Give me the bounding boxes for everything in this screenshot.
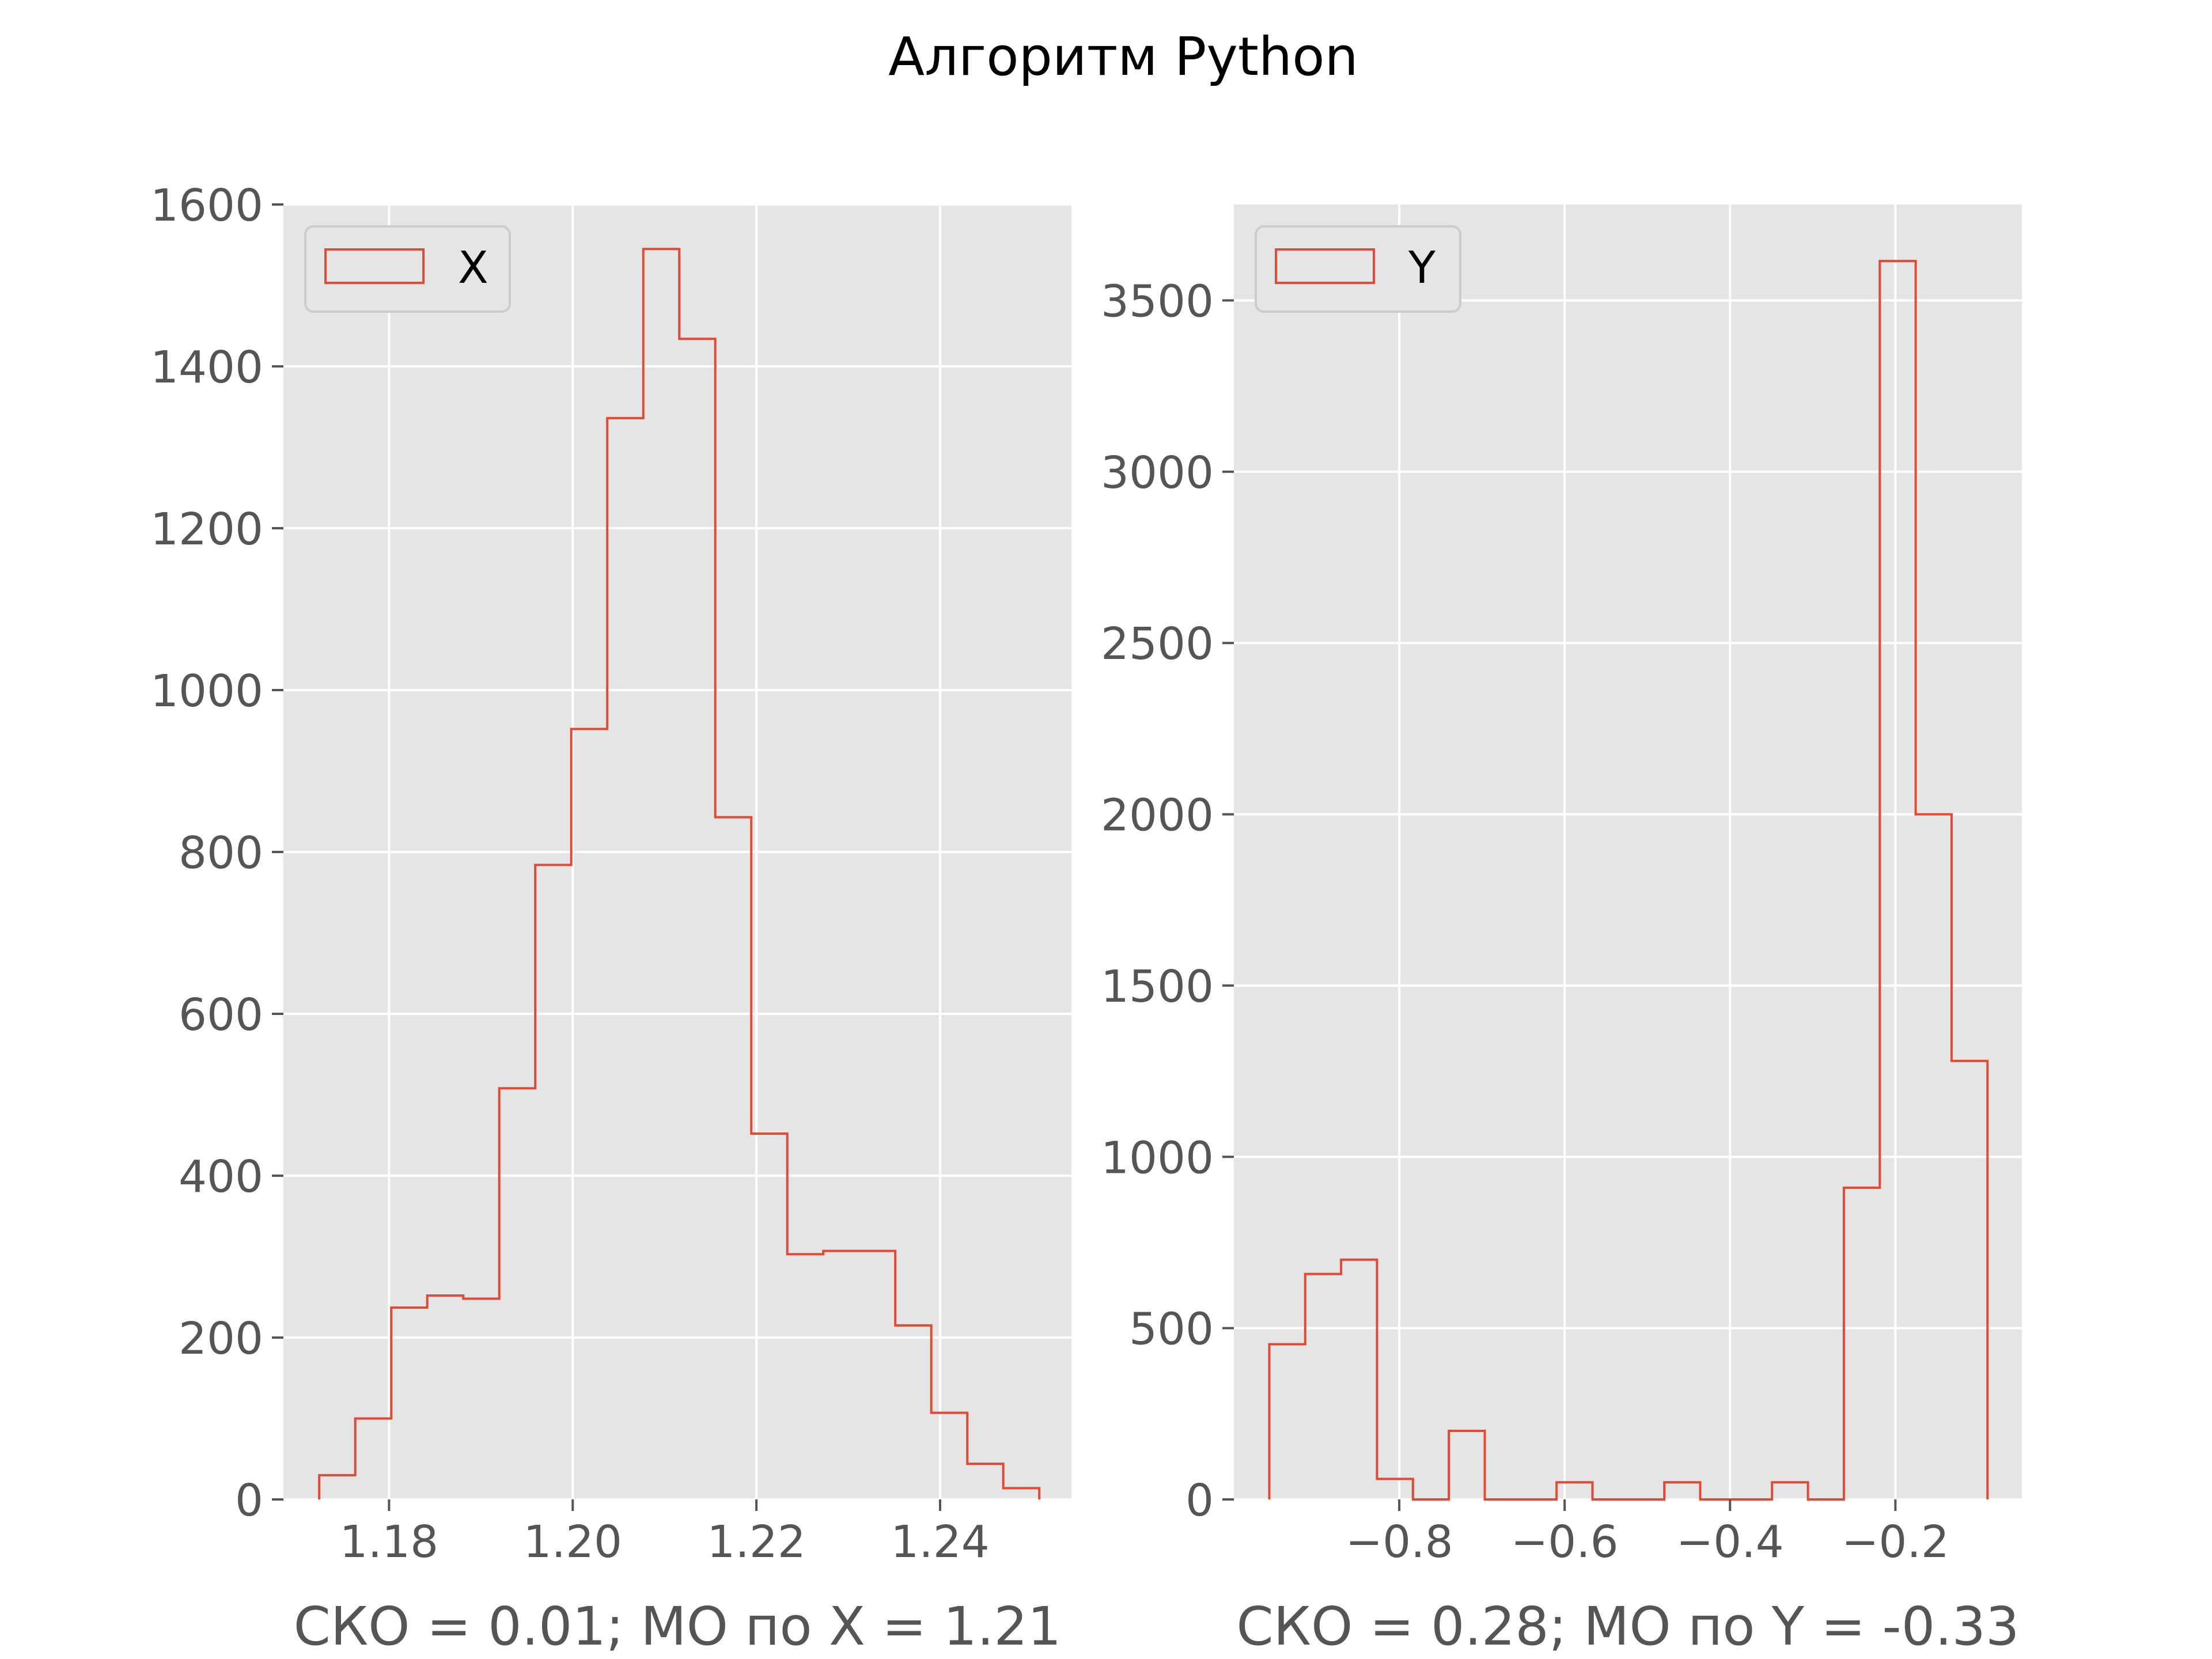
y-tick-label: 1000 (150, 666, 263, 717)
x-tick-label: 1.18 (340, 1517, 438, 1568)
y-tick-label: 3000 (1101, 448, 1214, 499)
x-tick-label: 1.20 (524, 1517, 622, 1568)
y-tick-label: 200 (179, 1313, 263, 1365)
figure-title: Алгоритм Python (888, 26, 1358, 88)
histogram-y-axes: −0.8 −0.6 −0.4 −0.2 0 500 1000 1500 2000 2500 3000… (1101, 204, 2022, 1657)
legend: Y (1255, 225, 1461, 313)
legend: X (304, 225, 511, 313)
y-tick-label: 2500 (1101, 619, 1214, 670)
y-tick-label: 0 (235, 1475, 263, 1527)
legend-label: X (458, 243, 488, 294)
x-axis-label: СКО = 0.28; МО по Y = -0.33 (1236, 1596, 2019, 1657)
histogram-step-line (1268, 260, 1989, 1501)
plot-area (1234, 204, 2022, 1499)
x-axis-label: СКО = 0.01; МО по X = 1.21 (294, 1596, 1062, 1657)
legend-swatch (1275, 248, 1375, 284)
y-tick-label: 1600 (150, 180, 263, 232)
legend-frame (1255, 225, 1461, 313)
y-tick-label: 1500 (1101, 961, 1214, 1013)
y-tick-label: 500 (1129, 1304, 1214, 1355)
y-tick-label: 1000 (1101, 1132, 1214, 1184)
x-tick-label: 1.22 (707, 1517, 805, 1568)
legend-label: Y (1408, 243, 1436, 294)
x-tick-label: −0.6 (1511, 1517, 1619, 1568)
y-tick-label: 1200 (150, 504, 263, 555)
y-tick-label: 0 (1185, 1475, 1214, 1527)
legend-frame (304, 225, 511, 313)
y-tick-label: 3500 (1101, 276, 1214, 328)
y-tick-label: 800 (179, 828, 263, 879)
x-tick-label: −0.4 (1676, 1517, 1784, 1568)
histogram-x-axes: 1.18 1.20 1.22 1.24 0 200 400 600 800 1000 1200 140… (150, 180, 1071, 1657)
x-tick-label: 1.24 (891, 1517, 989, 1568)
legend-swatch (324, 248, 425, 284)
x-tick-label: −0.8 (1346, 1517, 1453, 1568)
y-tick-label: 400 (179, 1152, 263, 1203)
y-tick-label: 2000 (1101, 790, 1214, 842)
y-tick-label: 1400 (150, 342, 263, 393)
histogram-step-line (318, 248, 1041, 1499)
y-tick-label: 600 (179, 990, 263, 1041)
x-tick-label: −0.2 (1842, 1517, 1949, 1568)
